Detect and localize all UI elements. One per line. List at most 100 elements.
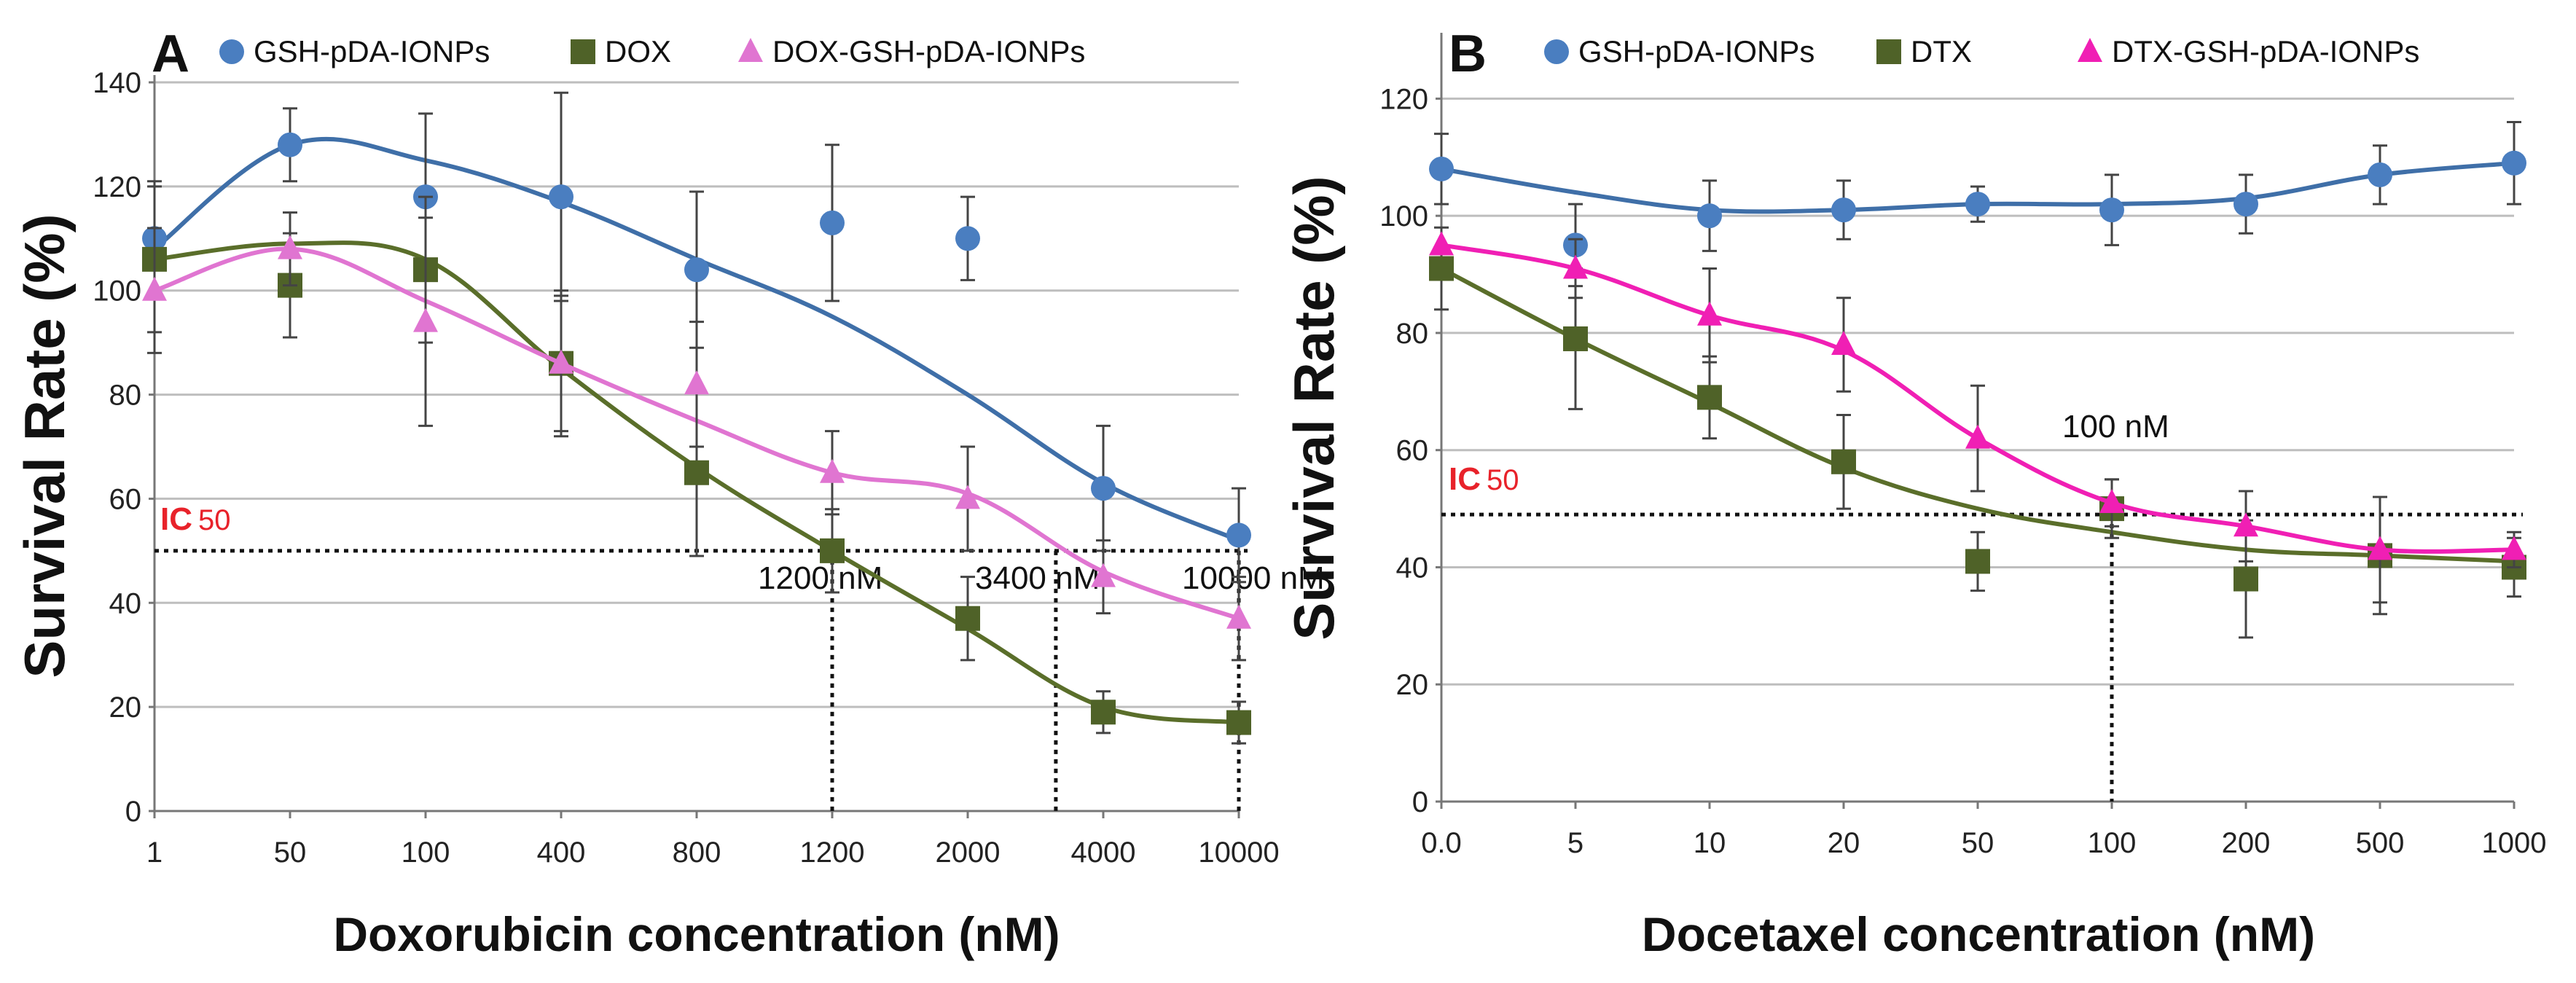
data-point-b-2-0 (1429, 231, 1454, 256)
y-axis-title-b: Survival Rate (%) (1282, 176, 1346, 640)
data-point-a-0-5 (820, 210, 845, 235)
data-point-b-0-8 (2502, 150, 2526, 176)
legend-label-a-0: GSH-pDA-IONPs (254, 34, 490, 68)
y-tick-label-a-7: 140 (93, 67, 141, 99)
data-point-a-2-7 (1091, 563, 1116, 587)
data-point-b-2-5 (2099, 489, 2124, 514)
x-tick-label-a-7: 4000 (1071, 837, 1136, 869)
x-tick-label-b-7: 500 (2356, 827, 2405, 859)
x-tick-label-a-4: 800 (673, 837, 721, 869)
y-tick-label-b-5: 100 (1379, 200, 1428, 232)
x-tick-label-a-0: 1 (146, 837, 163, 869)
ic50-subscript-b: 50 (1487, 464, 1519, 496)
y-tick-label-b-0: 0 (1412, 786, 1428, 818)
data-point-a-1-6 (955, 606, 980, 631)
data-point-a-2-4 (684, 370, 709, 395)
data-point-b-0-5 (2099, 197, 2124, 223)
data-point-b-1-0 (1429, 256, 1454, 281)
y-tick-label-b-3: 60 (1396, 435, 1429, 467)
data-point-a-0-3 (549, 184, 573, 210)
data-point-b-2-7 (2368, 536, 2392, 560)
data-point-b-0-6 (2234, 192, 2258, 217)
data-point-b-2-8 (2502, 536, 2526, 560)
legend-marker-a-0 (219, 39, 244, 64)
data-point-b-2-4 (1965, 424, 1990, 449)
legend-label-a-1: DOX (605, 34, 671, 68)
data-point-b-1-6 (2234, 566, 2258, 592)
data-point-a-0-8 (1226, 522, 1251, 548)
data-point-a-0-7 (1091, 476, 1116, 501)
y-axis-title-a: Survival Rate (%) (12, 214, 77, 678)
legend-label-b-2: DTX-GSH-pDA-IONPs (2112, 34, 2419, 68)
data-point-a-1-5 (820, 538, 845, 563)
data-point-b-2-2 (1697, 301, 1722, 326)
x-tick-label-a-8: 10000 (1198, 837, 1279, 869)
x-tick-label-a-5: 1200 (800, 837, 865, 869)
legend-label-a-2: DOX-GSH-pDA-IONPs (772, 34, 1085, 68)
ic50-label-b: IC 50 (1449, 461, 1519, 497)
data-point-b-0-2 (1697, 203, 1722, 229)
data-point-a-0-1 (278, 132, 302, 157)
x-tick-label-b-4: 50 (1962, 827, 1994, 859)
y-tick-label-a-4: 80 (109, 380, 142, 412)
x-axis-title-a: Doxorubicin concentration (nM) (333, 907, 1060, 961)
data-point-a-1-7 (1091, 700, 1116, 725)
ic50-subscript-a: 50 (198, 504, 231, 536)
panel-label-a: A (152, 25, 189, 83)
data-point-a-2-0 (142, 276, 167, 301)
x-tick-label-b-2: 10 (1694, 827, 1726, 859)
x-axis-title-b: Docetaxel concentration (nM) (1642, 907, 2315, 961)
data-point-b-0-0 (1429, 156, 1454, 181)
data-point-b-1-1 (1563, 326, 1588, 351)
x-tick-label-a-6: 2000 (936, 837, 1001, 869)
y-tick-label-a-2: 40 (109, 587, 142, 619)
data-point-b-1-2 (1697, 385, 1722, 410)
fit-curve-b-1 (1440, 266, 2515, 564)
x-tick-label-b-1: 5 (1567, 827, 1583, 859)
data-point-b-1-4 (1965, 549, 1990, 574)
y-tick-label-b-2: 40 (1396, 552, 1429, 584)
y-tick-label-a-5: 100 (93, 275, 141, 308)
data-point-a-2-6 (955, 485, 980, 509)
x-tick-label-b-6: 200 (2222, 827, 2271, 859)
data-point-b-0-4 (1965, 192, 1990, 217)
data-point-a-2-5 (820, 458, 845, 483)
ic50-annotation-b-0: 100 nM (2062, 409, 2169, 444)
x-tick-label-b-5: 100 (2088, 827, 2137, 859)
y-tick-label-b-1: 20 (1396, 669, 1429, 701)
data-point-a-2-1 (278, 235, 302, 259)
legend-label-b-1: DTX (1911, 34, 1972, 68)
x-tick-label-a-2: 100 (402, 837, 450, 869)
legend-marker-a-2 (738, 38, 763, 62)
data-point-a-2-2 (413, 308, 438, 332)
panel-label-b: B (1449, 25, 1487, 83)
data-point-a-2-8 (1226, 604, 1251, 629)
data-point-b-0-7 (2368, 162, 2392, 187)
data-point-b-2-6 (2234, 512, 2258, 537)
y-tick-label-a-6: 120 (93, 171, 141, 203)
ic50-label-a: IC 50 (160, 501, 231, 537)
data-point-a-0-6 (955, 226, 980, 251)
legend-marker-b-1 (1876, 39, 1901, 64)
x-tick-label-b-8: 1000 (2482, 827, 2547, 859)
y-tick-label-b-4: 80 (1396, 318, 1429, 350)
legend-label-b-0: GSH-pDA-IONPs (1578, 34, 1814, 68)
data-point-b-2-3 (1831, 331, 1856, 355)
legend-marker-b-0 (1544, 39, 1569, 64)
legend-marker-a-1 (571, 39, 595, 64)
data-point-a-1-8 (1226, 710, 1251, 735)
x-tick-label-a-1: 50 (274, 837, 307, 869)
legend-marker-b-2 (2078, 38, 2102, 62)
ic50-annotation-a-0: 1200 nM (758, 560, 882, 596)
x-tick-label-a-3: 400 (537, 837, 586, 869)
y-tick-label-a-1: 20 (109, 692, 142, 724)
ic50-annotation-a-2: 10000 nM (1182, 560, 1325, 596)
data-point-b-0-3 (1831, 197, 1856, 223)
data-point-b-2-1 (1563, 254, 1588, 279)
x-tick-label-b-3: 20 (1828, 827, 1860, 859)
x-tick-label-b-0: 0.0 (1421, 827, 1462, 859)
y-tick-label-a-3: 60 (109, 483, 142, 515)
data-point-a-1-4 (684, 460, 709, 485)
y-tick-label-a-0: 0 (125, 796, 141, 828)
